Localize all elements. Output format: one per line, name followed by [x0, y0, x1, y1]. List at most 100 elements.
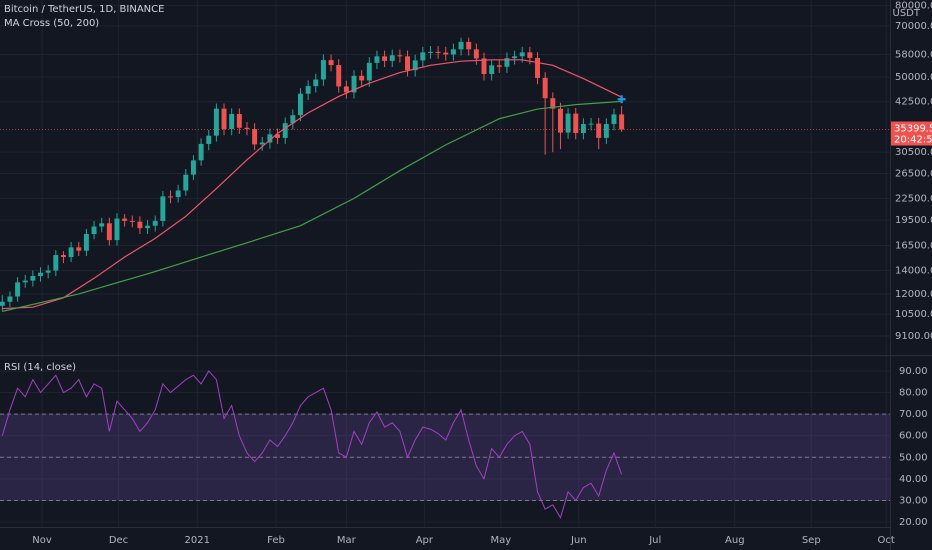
y-tick-label: 50.00: [899, 452, 928, 463]
candle-body: [435, 51, 441, 53]
indicator-legend: MA Cross (50, 200): [4, 18, 99, 29]
candle-body: [221, 108, 227, 130]
candle-body: [259, 142, 265, 145]
y-unit: USDT: [893, 8, 921, 19]
candle-body: [382, 56, 388, 61]
countdown-label: 20:42:54: [894, 135, 932, 146]
candle-body: [611, 114, 617, 125]
candle-body: [565, 113, 571, 133]
candle-body: [213, 108, 219, 136]
candle-body: [106, 223, 112, 241]
candle-body: [290, 115, 296, 124]
y-tick-label: 80000.00: [895, 1, 932, 12]
y-tick-label: 70000.00: [895, 21, 932, 32]
x-tick-label: Aug: [725, 535, 745, 546]
candle-body: [519, 52, 525, 57]
y-tick-label: 58000.00: [895, 49, 932, 60]
candle-body: [420, 52, 426, 61]
candle-body: [619, 114, 625, 130]
y-tick-label: 9100.00: [895, 331, 932, 342]
candle-body: [389, 55, 395, 61]
x-tick-label: May: [490, 535, 511, 546]
candle-body: [38, 272, 44, 277]
candle-body: [512, 56, 518, 59]
candle-body: [351, 75, 357, 93]
candle-body: [473, 49, 479, 59]
y-tick-label: 40.00: [899, 474, 928, 485]
candle-body: [22, 280, 28, 283]
x-tick-label: Apr: [416, 535, 434, 546]
candle-body: [45, 270, 51, 273]
candle-body: [535, 57, 541, 78]
candle-body: [542, 77, 548, 99]
candle-body: [397, 55, 403, 57]
rsi-line: [1, 370, 623, 519]
y-tick-label: 12000.00: [895, 289, 932, 300]
candle-body: [405, 56, 411, 71]
candle-body: [282, 123, 288, 138]
candle-body: [481, 58, 487, 75]
candle-body: [427, 51, 433, 53]
y-tick-label: 10500.00: [895, 309, 932, 320]
candle-body: [206, 135, 212, 144]
candle-body: [236, 114, 242, 128]
candle-body: [328, 60, 334, 66]
y-tick-label: 20.00: [899, 517, 928, 528]
candle-body: [60, 255, 66, 258]
candle-body: [366, 62, 372, 81]
candle-body: [504, 58, 510, 67]
candle-body: [129, 220, 135, 222]
candle-body: [175, 190, 181, 198]
candle-body: [83, 234, 89, 251]
y-tick-label: 30500.00: [895, 147, 932, 158]
candle-body: [596, 123, 602, 138]
candle-body: [145, 225, 151, 229]
candle-body: [343, 86, 349, 93]
candle-body: [99, 223, 105, 227]
marks: [0, 37, 890, 519]
candle-body: [15, 282, 21, 297]
candle-body: [305, 86, 311, 94]
y-tick-label: 19500.00: [895, 215, 932, 226]
y-tick-label: 50000.00: [895, 72, 932, 83]
candle-body: [320, 60, 326, 80]
rsi-legend: RSI (14, close): [4, 362, 76, 373]
last-price-label: 35399.51: [894, 124, 932, 135]
candle-body: [496, 65, 502, 67]
candle-body: [183, 174, 189, 191]
candle-body: [137, 221, 143, 229]
x-tick-label: 2021: [185, 535, 210, 546]
cross-marker: [617, 95, 626, 104]
x-tick-label: Dec: [109, 535, 128, 546]
candle-body: [168, 196, 173, 198]
candle-body: [489, 65, 495, 75]
x-tick-label: Nov: [32, 535, 52, 546]
labels: Nov Dec 2021 Feb Mar Apr May Jun Jul Aug Sep Oct 910…: [32, 1, 932, 546]
candle-body: [573, 113, 579, 133]
candle-body: [443, 52, 449, 55]
candle-body: [527, 52, 533, 58]
y-tick-label: 26500.00: [895, 169, 932, 180]
last-price-box: [891, 121, 932, 146]
candle-body: [122, 218, 128, 221]
y-tick-label: 90.00: [899, 366, 928, 377]
candle-body: [30, 276, 36, 281]
candle-body: [412, 60, 418, 71]
candle-body: [0, 301, 5, 306]
y-tick-label: 16500.00: [895, 241, 932, 252]
candle-body: [603, 124, 609, 138]
candle-body: [580, 124, 586, 133]
candle-body: [76, 247, 82, 251]
candle-body: [7, 296, 13, 302]
candle-body: [550, 98, 556, 109]
candle-body: [458, 41, 464, 50]
x-tick-label: Mar: [337, 535, 357, 546]
candle-body: [588, 123, 594, 125]
candle-body: [190, 160, 196, 175]
y-tick-label: 14000.00: [895, 266, 932, 277]
candle-body: [267, 134, 273, 143]
y-tick-label: 22500.00: [895, 193, 932, 204]
candle-body: [91, 226, 97, 235]
candle-body: [53, 255, 59, 271]
